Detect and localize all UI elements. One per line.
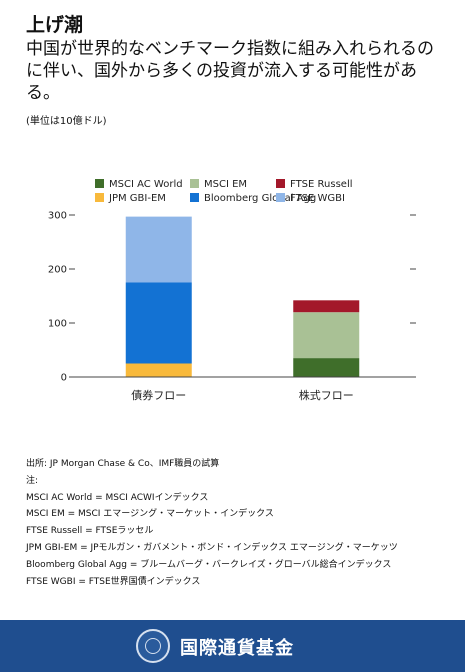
legend-label: MSCI EM — [204, 179, 247, 190]
stacked-bar-chart: MSCI AC World MSCI EM FTSE Russell JPM GBI-… — [48, 179, 416, 402]
y-tick-label: 200 — [48, 265, 67, 276]
legend-label: FTSE WGBI — [290, 193, 345, 204]
note-line: Bloomberg Global Agg = ブルームバーグ・バークレイズ・グロ… — [26, 559, 392, 570]
bar-segment — [125, 282, 192, 364]
footer-bar: 国際通貨基金 — [0, 620, 465, 672]
source-note: 出所: JP Morgan Chase & Co、IMF職員の試算 — [26, 459, 220, 469]
notes-section: 出所: JP Morgan Chase & Co、IMF職員の試算 注: MSC… — [26, 456, 446, 590]
bar-segment — [125, 216, 192, 283]
note-line: JPM GBI-EM = JPモルガン・ガバメント・ボンド・インデックス エマー… — [26, 542, 398, 553]
legend-label: Bloomberg Global Agg — [204, 193, 316, 204]
unit-label: (単位は10億ドル) — [26, 116, 107, 127]
legend-swatch — [276, 193, 285, 202]
org-name: 国際通貨基金 — [180, 638, 294, 659]
bar-segment — [293, 358, 360, 377]
imf-seal-logo — [136, 629, 170, 663]
note-line: FTSE Russell = FTSEラッセル — [26, 526, 154, 537]
y-tick-label: 100 — [48, 319, 67, 330]
x-category-label: 株式フロー — [299, 388, 354, 402]
bar-segment — [125, 363, 192, 377]
legend-swatch — [95, 179, 104, 188]
legend-label: MSCI AC World — [109, 179, 183, 190]
bar-segment — [293, 312, 360, 359]
legend-swatch — [190, 179, 199, 188]
y-tick-label: 0 — [61, 373, 67, 384]
notes-label: 注: — [26, 475, 39, 486]
legend-label: FTSE Russell — [290, 179, 353, 190]
legend-swatch — [95, 193, 104, 202]
note-line: MSCI AC World = MSCI ACWIインデックス — [26, 492, 209, 503]
page-subtitle: 中国が世界的なベンチマーク指数に組み入れられるのに伴い、国外から多くの投資が流入… — [26, 39, 434, 103]
legend-swatch — [190, 193, 199, 202]
y-tick-label: 300 — [48, 211, 67, 222]
page-title: 上げ潮 — [26, 14, 84, 36]
x-category-label: 債券フロー — [131, 388, 186, 402]
note-line: MSCI EM = MSCI エマージング・マーケット・インデックス — [26, 509, 274, 520]
note-line: FTSE WGBI = FTSE世界国債インデックス — [26, 576, 201, 587]
legend-label: JPM GBI-EM — [108, 193, 166, 204]
legend-swatch — [276, 179, 285, 188]
bar-segment — [293, 300, 360, 313]
